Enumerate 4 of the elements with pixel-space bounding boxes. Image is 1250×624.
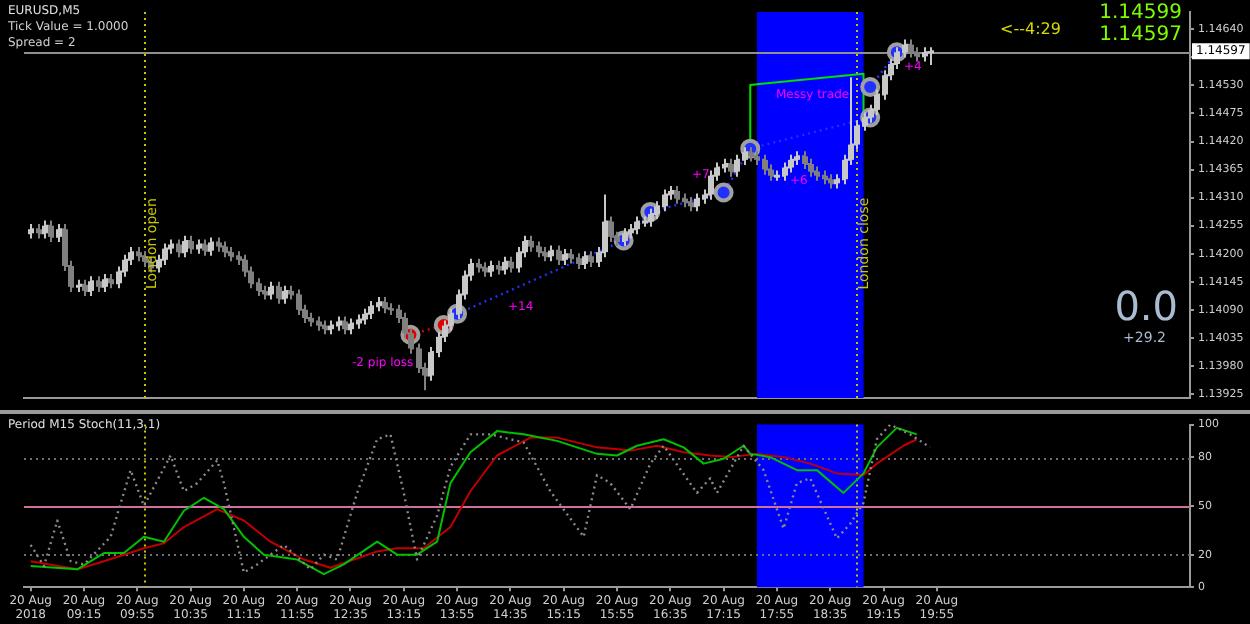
annotation: 1.14599 [1099,2,1182,24]
annotation: <--4:29 [1000,20,1061,38]
annotation: 1.14597 [1099,24,1182,46]
annotation: 0.0 [1114,282,1178,330]
